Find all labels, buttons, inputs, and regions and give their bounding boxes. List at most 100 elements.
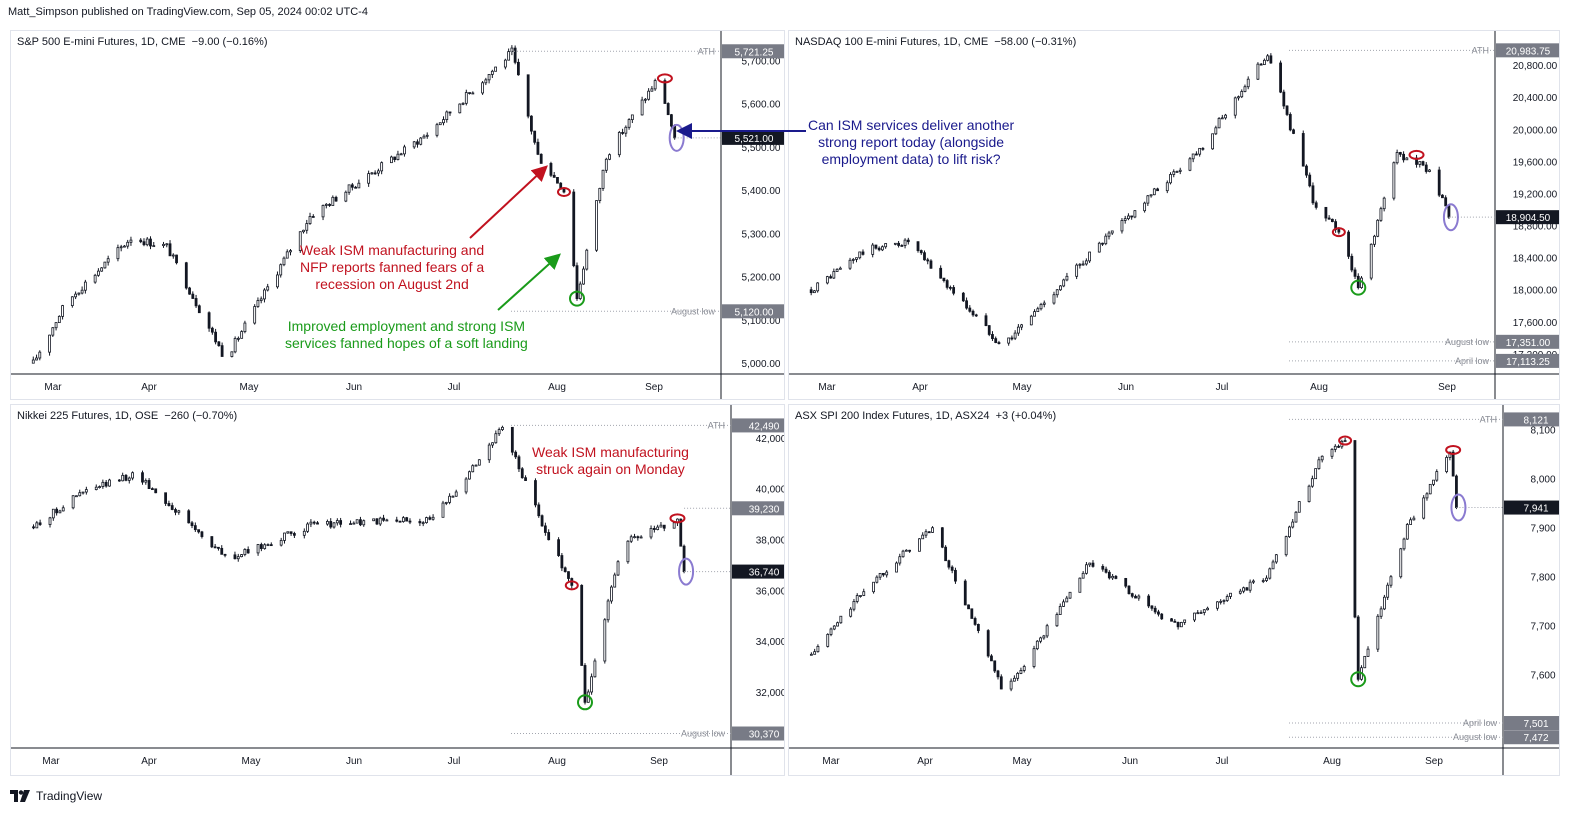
candle-body [487, 444, 491, 461]
candle-body [98, 486, 101, 488]
candle-body [877, 247, 881, 251]
asx200-chart-svg[interactable]: 8,100 8,000 7,900 7,800 7,700 7,600 Mar Apr May J… [789, 405, 1559, 775]
candle-body [1428, 483, 1432, 495]
candle-body [1196, 612, 1200, 615]
candle-body [324, 203, 328, 206]
candle-body [38, 351, 42, 359]
candle-body [663, 80, 667, 104]
candle-body [256, 544, 260, 554]
y-tick-label: 42,000 [756, 434, 784, 445]
candle-body [484, 79, 488, 84]
candle-body [514, 451, 518, 458]
level-note: August low [1453, 732, 1498, 742]
candle-body [875, 576, 879, 583]
candle-body [448, 111, 452, 114]
candle-body [603, 619, 607, 662]
candle-body [1009, 680, 1013, 690]
candle-body [604, 158, 608, 171]
candle-body [357, 182, 361, 189]
nasdaq100-chart-svg[interactable]: 20,800.00 20,400.00 20,000.00 19,600.00 19,2… [789, 31, 1559, 399]
candle-body [445, 111, 449, 120]
candle-body [285, 251, 289, 259]
candle-body [1252, 580, 1255, 583]
x-tick-label: May [1013, 382, 1032, 393]
candle-body [184, 262, 188, 289]
candle-body [210, 536, 214, 548]
candle-body [269, 544, 273, 547]
y-tick-label: 19,600.00 [1513, 157, 1558, 168]
candle-body [1237, 96, 1240, 99]
candle-body [948, 286, 952, 289]
candle-body [893, 242, 897, 245]
candle-body [401, 517, 405, 522]
price-label-box [732, 564, 784, 579]
candle-body [809, 289, 813, 294]
candle-body [952, 287, 956, 294]
candle-body [643, 98, 647, 101]
price-label-box [722, 304, 784, 319]
candle-body [354, 186, 358, 189]
candle-body [653, 80, 657, 90]
candle-body [1036, 308, 1040, 313]
candle-body [1195, 153, 1198, 156]
candle-body [621, 132, 624, 134]
candle-body [1347, 231, 1350, 257]
candle-body [352, 522, 356, 525]
candle-body [1179, 622, 1183, 628]
candle-body [289, 531, 293, 534]
candle-body [1294, 511, 1298, 523]
aug2-ellipse [1331, 227, 1346, 238]
chart-panel-sp500[interactable]: 5,700.00 5,600.00 5,500.00 5,400.00 5,300.00… [10, 30, 785, 400]
candle-body [35, 522, 39, 529]
y-tick-label: 7,700 [1530, 622, 1555, 633]
candle-body [862, 591, 866, 596]
chart-panel-asx200[interactable]: 8,100 8,000 7,900 7,800 7,700 7,600 Mar Apr May J… [788, 404, 1560, 776]
candle-body [1441, 194, 1444, 199]
candles [809, 437, 1458, 692]
chart-panel-nikkei225[interactable]: 42,000 40,000 38,000 36,000 34,000 32,000 Mar A… [10, 404, 785, 776]
price-label-text: 20,983.75 [1506, 46, 1551, 57]
candle-body [871, 244, 875, 255]
candle-body [1356, 275, 1360, 289]
candle-body [649, 528, 653, 538]
candle-body [1437, 169, 1441, 196]
candle-body [1379, 608, 1383, 617]
candle-body [1123, 218, 1127, 221]
y-tick-label: 5,100.00 [742, 316, 781, 327]
sp500-chart-svg[interactable]: 5,700.00 5,600.00 5,500.00 5,400.00 5,300.00… [11, 31, 784, 399]
candle-body [70, 296, 74, 307]
candle-body [444, 501, 448, 504]
candle-body [425, 517, 428, 524]
x-tick-label: Jun [346, 756, 362, 767]
candle-body [1376, 219, 1380, 237]
candle-body [1259, 63, 1263, 66]
candle-body [874, 244, 878, 249]
candle-body [1058, 606, 1062, 615]
candle-body [849, 608, 853, 617]
candle-body [1308, 174, 1312, 187]
candle-body [197, 305, 201, 314]
candle-body [926, 259, 930, 262]
y-tick-label: 38,000 [756, 536, 784, 547]
x-tick-label: Jun [346, 382, 362, 393]
candle-body [885, 571, 889, 576]
x-tick-label: May [1013, 756, 1032, 767]
nikkei225-chart-svg[interactable]: 42,000 40,000 38,000 36,000 34,000 32,000 Mar A… [11, 405, 784, 775]
price-label-box [732, 726, 784, 741]
candle-body [1059, 285, 1062, 291]
candle-body [1220, 117, 1224, 120]
candle-body [1042, 302, 1046, 305]
candle-body [266, 544, 270, 547]
chart-panel-nasdaq100[interactable]: 20,800.00 20,400.00 20,000.00 19,600.00 19,2… [788, 30, 1560, 400]
y-tick-label: 5,300.00 [742, 229, 781, 240]
candle-body [640, 99, 644, 116]
candle-body [448, 495, 452, 503]
candle-body [832, 271, 836, 279]
candle-body [220, 345, 224, 357]
candle-body [516, 61, 520, 76]
candle-body [471, 465, 475, 473]
candle-body [145, 238, 149, 246]
candle-body [534, 480, 537, 506]
candle-body [302, 229, 305, 233]
candle-body [567, 571, 570, 579]
